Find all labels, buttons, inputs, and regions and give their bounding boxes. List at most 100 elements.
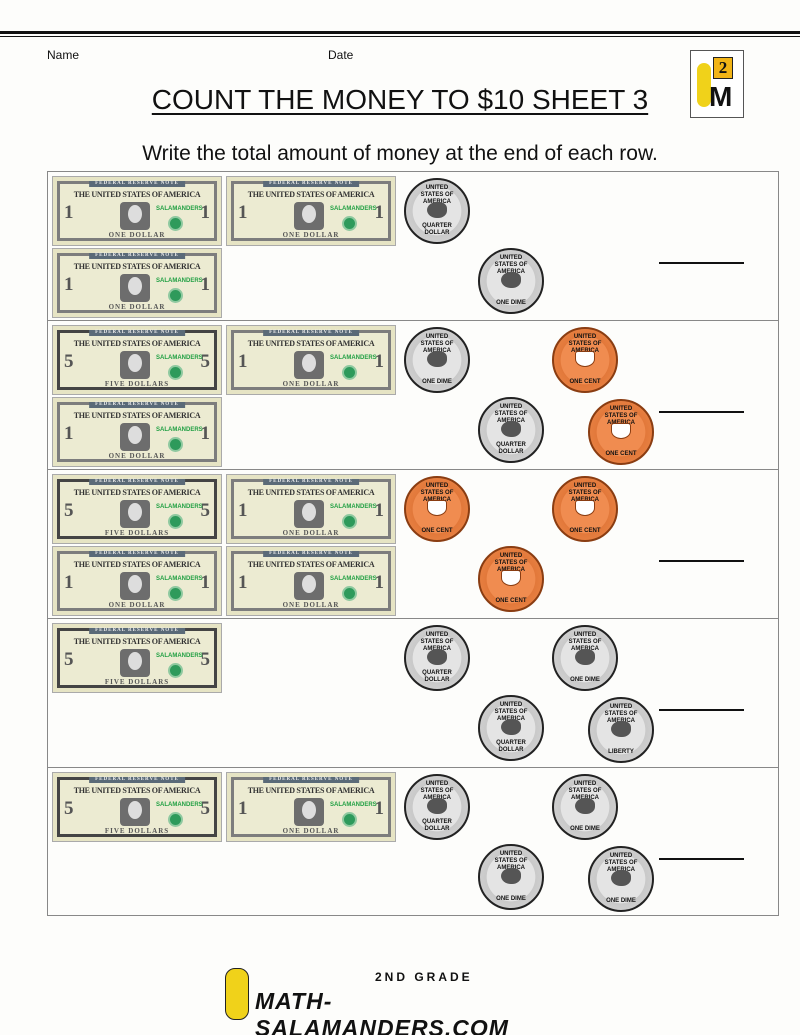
portrait-icon: [427, 798, 447, 815]
bill-portrait: [294, 500, 324, 528]
bill-brand: SALAMANDERS: [156, 504, 203, 510]
portrait-face: [128, 575, 142, 593]
answer-line[interactable]: [659, 560, 744, 562]
bill-denomination-text: ONE DOLLAR: [108, 231, 166, 239]
bill-portrait: [120, 423, 150, 451]
bill-border: FEDERAL RESERVE NOTE THE UNITED STATES OF…: [231, 330, 391, 390]
shield-icon: [575, 500, 595, 517]
portrait-face: [302, 354, 316, 372]
bill-denomination: 1: [238, 500, 248, 521]
dime-coin: UNITED STATES OF AMERICA ONE DIME: [588, 846, 654, 912]
footer-site: MATH-SALAMANDERS.COM: [255, 988, 509, 1035]
bill-header: FEDERAL RESERVE NOTE: [89, 479, 185, 485]
salamander-icon: [697, 63, 711, 107]
coin-denomination: QUARTER DOLLAR: [422, 670, 452, 683]
bill-portrait: [294, 572, 324, 600]
bill-border: FEDERAL RESERVE NOTE THE UNITED STATES OF…: [57, 628, 217, 688]
torch-icon: [575, 798, 595, 815]
coin-denomination: ONE DIME: [570, 677, 600, 683]
treasury-seal: [168, 663, 183, 678]
treasury-seal: [168, 437, 183, 452]
coin-country: UNITED STATES OF AMERICA: [420, 632, 454, 652]
money-row: FEDERAL RESERVE NOTE THE UNITED STATES OF…: [48, 768, 778, 917]
portrait-face: [302, 801, 316, 819]
bill-portrait: [120, 202, 150, 230]
bill-denomination: 5: [200, 649, 211, 670]
bill-denomination: 1: [374, 798, 385, 819]
coin-country: UNITED STATES OF AMERICA: [494, 851, 528, 871]
answer-line[interactable]: [659, 411, 744, 413]
coin-denomination: QUARTER DOLLAR: [422, 819, 452, 832]
bill-portrait: [294, 202, 324, 230]
one-dollar-bill: FEDERAL RESERVE NOTE THE UNITED STATES OF…: [226, 474, 396, 544]
bill-header: FEDERAL RESERVE NOTE: [89, 181, 185, 187]
bill-portrait: [120, 798, 150, 826]
bill-border: FEDERAL RESERVE NOTE THE UNITED STATES OF…: [57, 479, 217, 539]
bill-country: THE UNITED STATES OF AMERICA: [73, 560, 201, 569]
one-dollar-bill: FEDERAL RESERVE NOTE THE UNITED STATES OF…: [226, 176, 396, 246]
portrait-icon: [501, 421, 521, 438]
bill-border: FEDERAL RESERVE NOTE THE UNITED STATES OF…: [57, 402, 217, 462]
one-dollar-bill: FEDERAL RESERVE NOTE THE UNITED STATES OF…: [52, 248, 222, 318]
dime-coin: UNITED STATES OF AMERICA ONE DIME: [478, 844, 544, 910]
bill-denomination: 1: [238, 351, 248, 372]
bill-brand: SALAMANDERS: [330, 504, 377, 510]
coin-country: UNITED STATES OF AMERICA: [568, 334, 602, 354]
one-dollar-bill: FEDERAL RESERVE NOTE THE UNITED STATES OF…: [52, 546, 222, 616]
bill-country: THE UNITED STATES OF AMERICA: [73, 637, 201, 646]
coin-denomination: ONE DIME: [496, 896, 526, 902]
answer-line[interactable]: [659, 709, 744, 711]
five-dollar-bill: FEDERAL RESERVE NOTE THE UNITED STATES OF…: [52, 325, 222, 395]
coin-country: UNITED STATES OF AMERICA: [420, 781, 454, 801]
shield-icon: [501, 570, 521, 587]
bill-denomination: 5: [200, 351, 211, 372]
shield-icon: [427, 500, 447, 517]
bill-header: FEDERAL RESERVE NOTE: [263, 777, 359, 783]
dime-coin: UNITED STATES OF AMERICA ONE DIME: [552, 625, 618, 691]
coin-country: UNITED STATES OF AMERICA: [568, 781, 602, 801]
footer-grade: 2ND GRADE: [375, 970, 473, 984]
bill-denomination-text: ONE DOLLAR: [282, 380, 340, 388]
portrait-icon: [427, 649, 447, 666]
torch-icon: [501, 868, 521, 885]
treasury-seal: [342, 216, 357, 231]
portrait-face: [128, 503, 142, 521]
treasury-seal: [168, 514, 183, 529]
quarter-coin: UNITED STATES OF AMERICA QUARTER DOLLAR: [404, 178, 470, 244]
bill-denomination: 1: [238, 572, 248, 593]
bill-denomination-text: FIVE DOLLARS: [104, 827, 170, 835]
bill-brand: SALAMANDERS: [330, 355, 377, 361]
torch-icon: [611, 870, 631, 887]
bill-border: FEDERAL RESERVE NOTE THE UNITED STATES OF…: [57, 330, 217, 390]
bill-country: THE UNITED STATES OF AMERICA: [247, 190, 375, 199]
quarter-coin: UNITED STATES OF AMERICA QUARTER DOLLAR: [404, 625, 470, 691]
coin-country: UNITED STATES OF AMERICA: [604, 704, 638, 724]
penny-coin: UNITED STATES OF AMERICA ONE CENT: [552, 476, 618, 542]
answer-line[interactable]: [659, 262, 744, 264]
bill-denomination: 1: [200, 274, 211, 295]
bill-border: FEDERAL RESERVE NOTE THE UNITED STATES OF…: [57, 253, 217, 313]
top-rule-thin: [0, 36, 800, 37]
bill-border: FEDERAL RESERVE NOTE THE UNITED STATES OF…: [231, 181, 391, 241]
coin-denomination: ONE DIME: [570, 826, 600, 832]
shield-icon: [575, 351, 595, 368]
bill-border: FEDERAL RESERVE NOTE THE UNITED STATES OF…: [231, 551, 391, 611]
bill-brand: SALAMANDERS: [156, 427, 203, 433]
torch-icon: [427, 351, 447, 368]
coin-denomination: ONE DIME: [422, 379, 452, 385]
bill-border: FEDERAL RESERVE NOTE THE UNITED STATES OF…: [57, 551, 217, 611]
treasury-seal: [168, 586, 183, 601]
coin-denomination: ONE DIME: [606, 898, 636, 904]
bill-border: FEDERAL RESERVE NOTE THE UNITED STATES OF…: [231, 777, 391, 837]
logo-grade-number: 2: [713, 57, 733, 79]
coin-country: UNITED STATES OF AMERICA: [420, 185, 454, 205]
bill-country: THE UNITED STATES OF AMERICA: [73, 262, 201, 271]
coin-country: UNITED STATES OF AMERICA: [494, 702, 528, 722]
answer-line[interactable]: [659, 858, 744, 860]
bill-denomination-text: ONE DOLLAR: [108, 601, 166, 609]
quarter-coin: UNITED STATES OF AMERICA QUARTER DOLLAR: [478, 695, 544, 761]
portrait-icon: [501, 719, 521, 736]
bill-brand: SALAMANDERS: [156, 802, 203, 808]
bill-brand: SALAMANDERS: [330, 206, 377, 212]
bill-header: FEDERAL RESERVE NOTE: [89, 777, 185, 783]
